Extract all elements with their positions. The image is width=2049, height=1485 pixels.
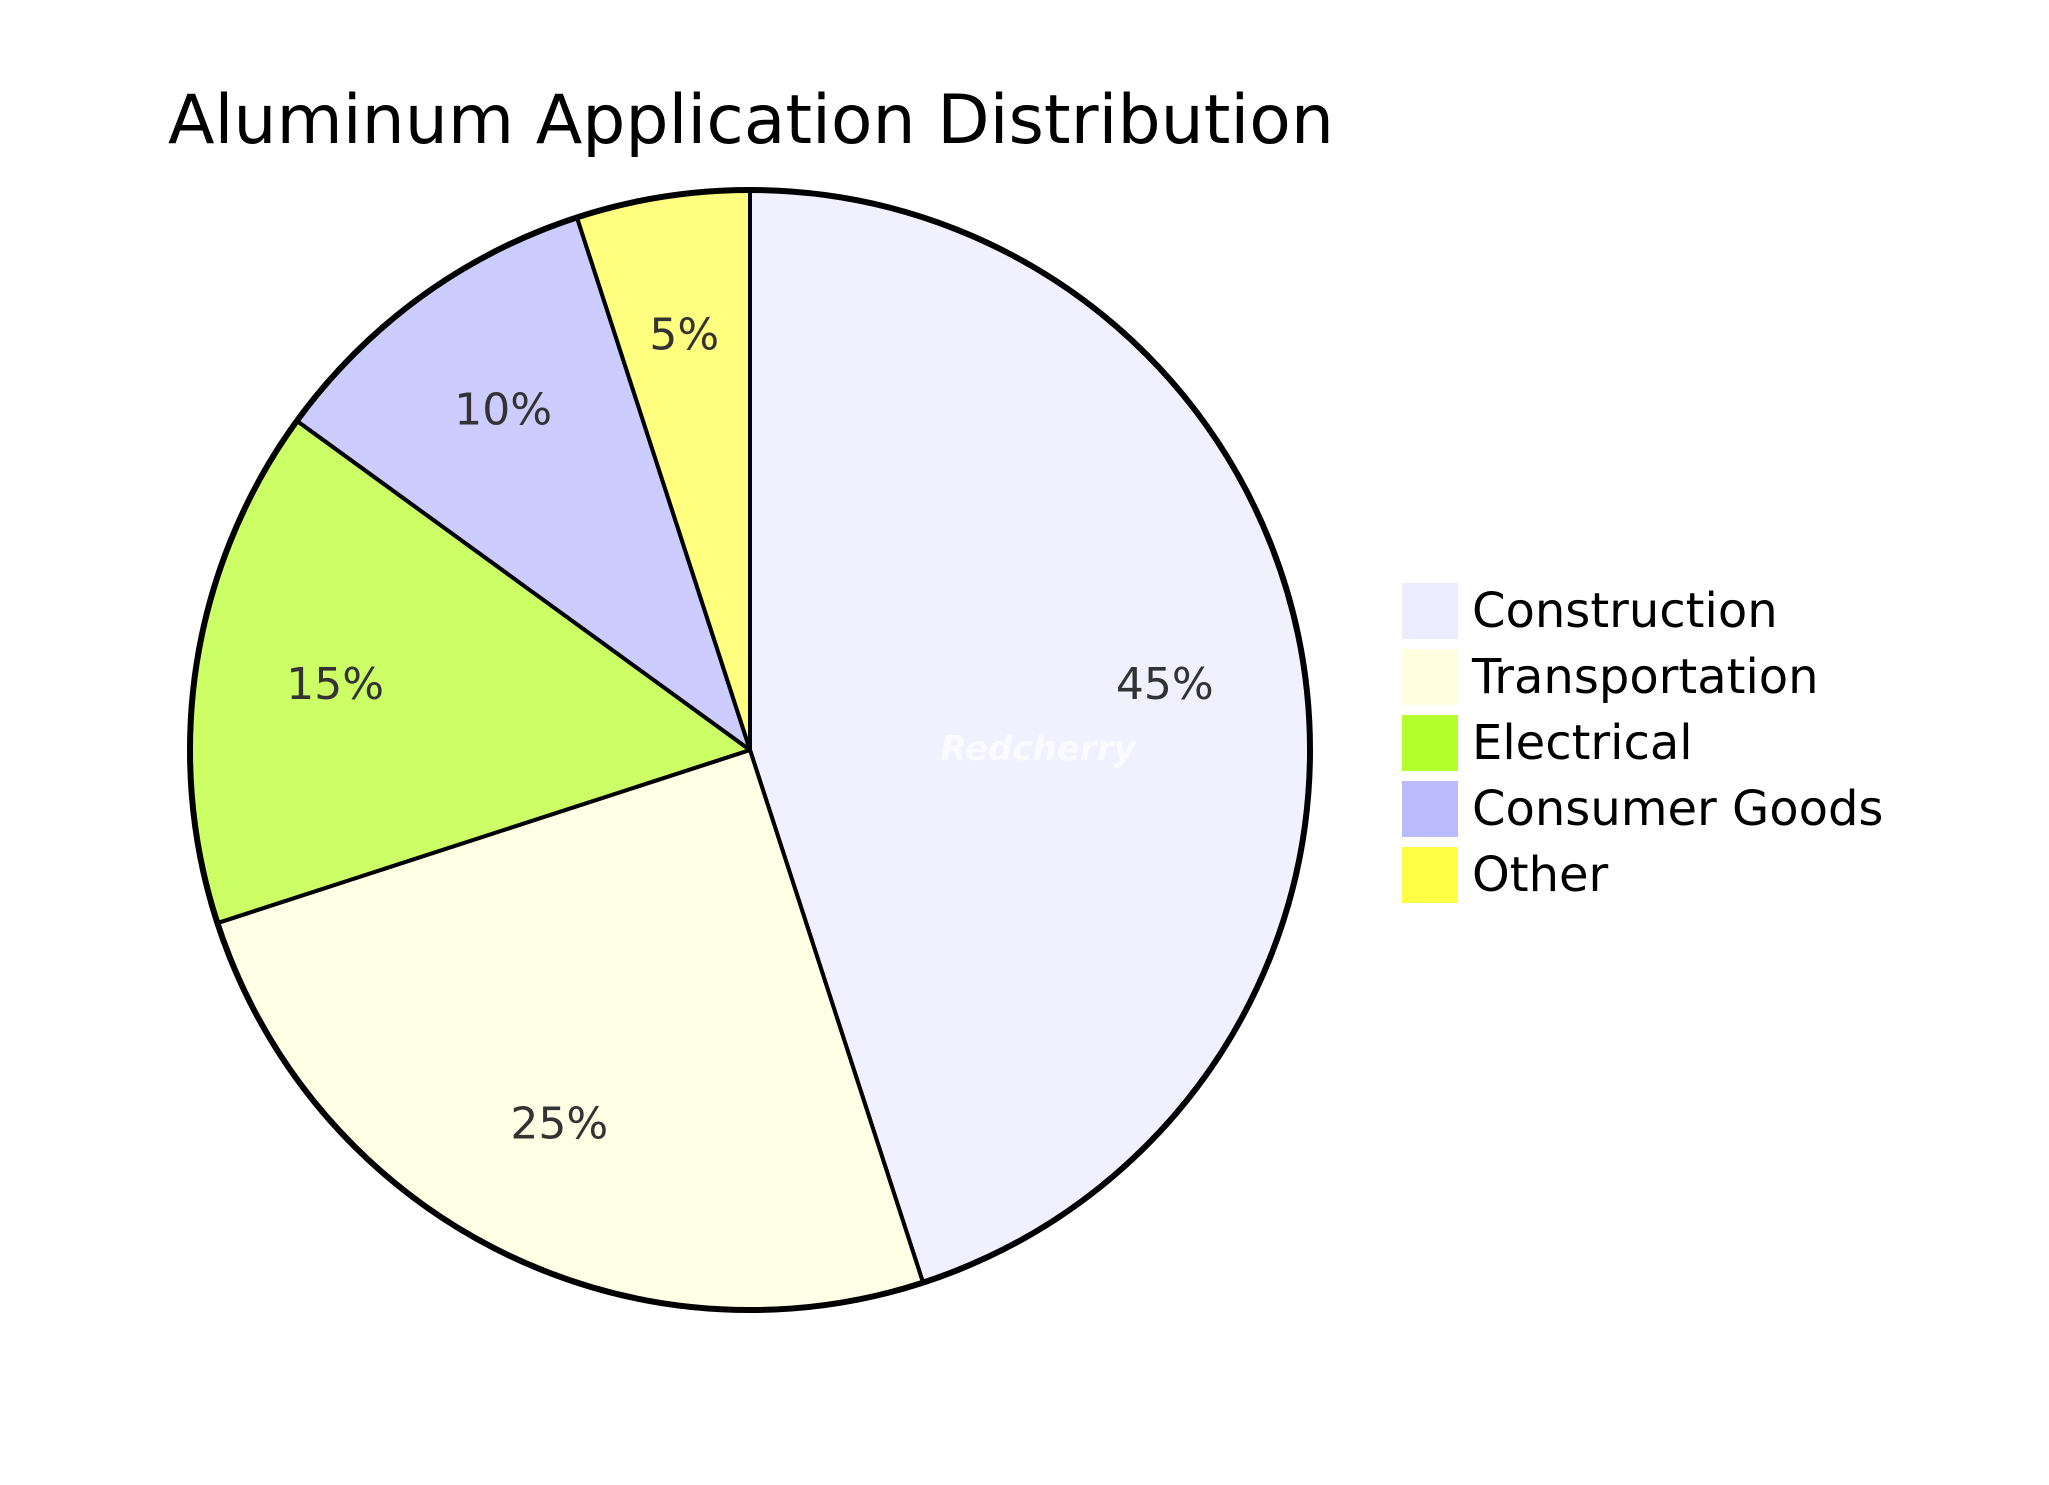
legend-label-transportation: Transportation xyxy=(1471,649,1819,705)
legend-swatch-other xyxy=(1402,847,1458,903)
chart-title: Aluminum Application Distribution xyxy=(168,81,1334,160)
watermark: Redcherry xyxy=(940,729,1137,769)
legend-label-consumer-goods: Consumer Goods xyxy=(1472,781,1883,837)
pie-slice-labels: 45% 25% 15% 10% 5% xyxy=(286,310,1213,1150)
legend-label-electrical: Electrical xyxy=(1472,715,1693,771)
slice-label-electrical: 15% xyxy=(286,659,384,710)
legend: Construction Transportation Electrical Cons… xyxy=(1402,583,1883,903)
legend-swatch-electrical xyxy=(1402,715,1458,771)
legend-swatch-construction xyxy=(1402,583,1458,639)
legend-swatch-consumer-goods xyxy=(1402,781,1458,837)
pie-outline xyxy=(187,187,1313,1313)
slice-label-consumer-goods: 10% xyxy=(454,385,552,436)
slice-label-transportation: 25% xyxy=(510,1099,608,1150)
legend-swatch-transportation xyxy=(1402,649,1458,705)
slice-label-other: 5% xyxy=(649,310,719,361)
legend-label-construction: Construction xyxy=(1472,583,1778,639)
pie-slices xyxy=(187,188,1312,1312)
legend-label-other: Other xyxy=(1472,847,1609,903)
slice-label-construction: 45% xyxy=(1116,659,1214,710)
